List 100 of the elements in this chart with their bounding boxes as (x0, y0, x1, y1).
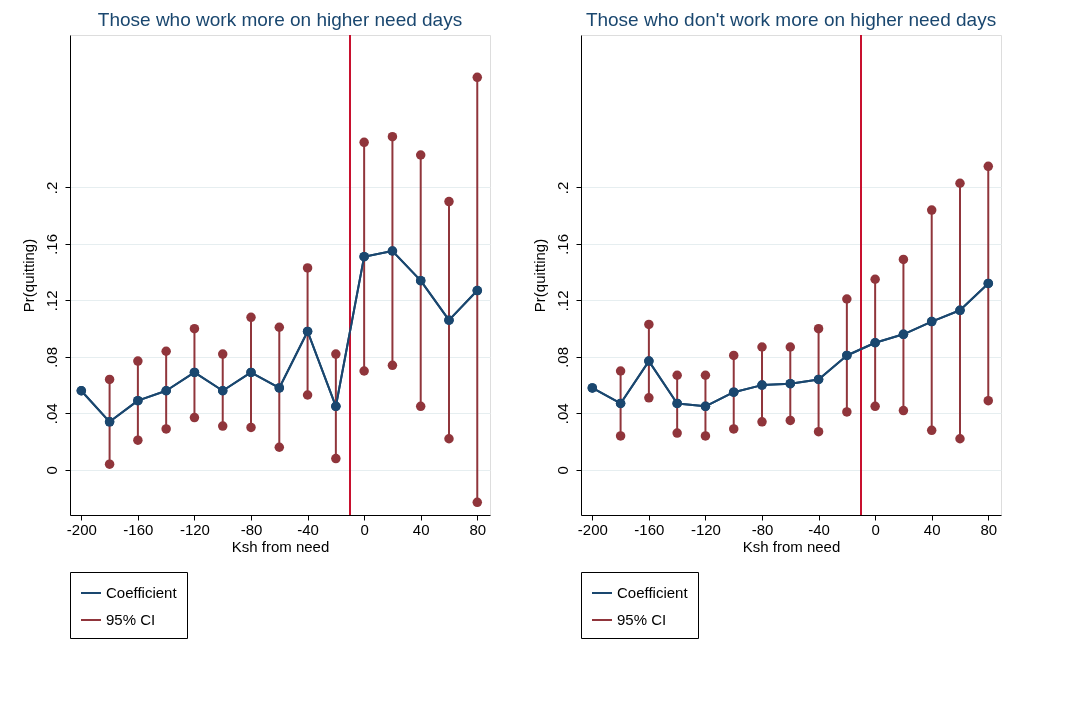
point (813, 426, 824, 437)
point (359, 137, 369, 148)
point (472, 72, 483, 83)
point (842, 294, 852, 304)
point (983, 278, 994, 289)
point (700, 431, 711, 441)
point (615, 431, 626, 441)
point (415, 275, 426, 286)
point (104, 417, 115, 427)
point (983, 395, 994, 406)
point (728, 350, 739, 361)
point (785, 415, 796, 426)
chart-title: Those who work more on higher need days (97, 9, 463, 30)
point (331, 401, 341, 412)
point (785, 342, 796, 352)
point (926, 425, 937, 436)
point (217, 421, 228, 431)
point (955, 305, 965, 316)
point (387, 360, 398, 371)
point (246, 312, 256, 323)
point (217, 386, 228, 396)
point (870, 338, 880, 348)
legend-label: 95% CI (106, 611, 156, 628)
point (274, 383, 285, 393)
point (133, 435, 143, 445)
point (644, 393, 654, 403)
point (700, 370, 711, 380)
point (672, 370, 682, 380)
point (672, 398, 682, 409)
x-axis-title: Ksh from need (231, 537, 330, 555)
y-tick-label: 0 (553, 466, 571, 475)
point (955, 178, 965, 188)
point (926, 316, 937, 327)
point (415, 150, 426, 160)
point (898, 405, 909, 416)
y-tick-label: .16 (553, 234, 571, 255)
x-tick-label: -160 (634, 520, 665, 538)
x-tick-label: 40 (412, 520, 430, 538)
x-tick-label: 80 (980, 520, 998, 538)
y-tick-label: .08 (553, 346, 571, 368)
x-tick-label: -120 (179, 520, 210, 538)
y-tick-label: 0 (42, 466, 60, 475)
x-axis-title: Ksh from need (742, 537, 841, 555)
point (415, 401, 426, 412)
x-tick-label: -40 (297, 520, 319, 538)
x-tick-label: 80 (469, 520, 487, 538)
point (870, 274, 880, 284)
point (785, 378, 796, 389)
point (331, 349, 341, 359)
point (217, 349, 228, 359)
y-tick-label: .04 (42, 403, 60, 425)
x-tick-label: 0 (871, 520, 880, 538)
point (472, 497, 483, 508)
point (728, 424, 739, 434)
point (161, 346, 171, 356)
point (644, 356, 654, 366)
x-tick-label: -80 (751, 520, 774, 538)
point (813, 374, 824, 385)
y-tick-label: .2 (42, 181, 60, 195)
point (76, 386, 87, 396)
y-tick-label: .12 (553, 290, 571, 312)
point (870, 401, 880, 412)
legend-label: Coefficient (106, 584, 178, 601)
y-tick-label: .12 (42, 290, 60, 312)
point (161, 424, 171, 434)
point (757, 417, 767, 427)
y-tick-label: .2 (553, 181, 571, 195)
x-tick-label: -200 (66, 520, 97, 538)
x-tick-label: 0 (360, 520, 369, 538)
x-tick-label: 40 (923, 520, 941, 538)
point (246, 422, 256, 433)
point (133, 356, 143, 366)
point (615, 398, 626, 409)
point (104, 459, 115, 469)
point (274, 322, 285, 332)
point (444, 196, 454, 207)
point (757, 342, 767, 352)
point (359, 251, 369, 262)
point (587, 383, 598, 393)
point (898, 254, 909, 265)
point (728, 387, 739, 397)
y-axis-title: Pr(quitting) (19, 238, 37, 313)
point (983, 161, 994, 172)
point (757, 380, 767, 390)
x-tick-label: -160 (123, 520, 154, 538)
point (644, 319, 654, 330)
y-tick-label: .08 (42, 346, 60, 368)
x-tick-label: -80 (240, 520, 263, 538)
point (842, 350, 852, 361)
point (444, 315, 454, 325)
legend-label: 95% CI (617, 611, 667, 628)
x-tick-label: -120 (690, 520, 721, 538)
point (161, 386, 171, 396)
point (189, 367, 200, 378)
point (189, 412, 200, 423)
point (842, 407, 852, 417)
point (189, 323, 200, 334)
point (331, 453, 341, 464)
point (104, 374, 115, 385)
point (444, 434, 454, 444)
